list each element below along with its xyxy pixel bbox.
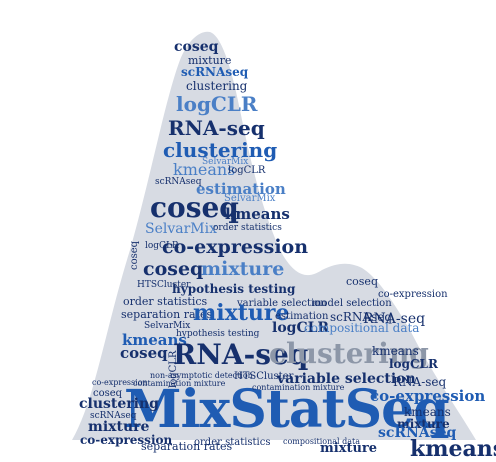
word-kmeans-4: kmeans: [372, 344, 419, 358]
word-selvarmix: SelvarMix: [202, 157, 249, 167]
word-clustering: clustering: [186, 79, 248, 93]
word-coseq-4: coseq: [346, 275, 378, 288]
word-title: MixStatSeq: [124, 379, 450, 440]
word-coseq: coseq: [174, 39, 219, 55]
word-varsel: variable selection: [237, 298, 327, 309]
word-kmeans-3: kmeans: [122, 331, 187, 349]
word-nonasym: non-asymptotic detection: [150, 371, 253, 380]
word-logclr-3: logCLR: [145, 241, 179, 251]
word-selvarmix-4: SelvarMix: [144, 321, 191, 331]
word-clustering-2: clustering: [163, 138, 278, 162]
word-coexpression: co-expression: [162, 236, 309, 258]
word-coexpression-3: co-expression: [92, 378, 148, 387]
word-contamination-2: contamination mixture: [252, 383, 345, 392]
word-coseq-5: coseq: [120, 344, 168, 362]
word-rnaseq-3: RNA-seq: [173, 338, 309, 371]
word-kmeans: kmeans: [173, 160, 236, 179]
word-rnaseq-4: RNA-seq: [393, 375, 447, 389]
word-compositional-2: compositional data: [283, 437, 360, 446]
word-order-stats-3: order statistics: [194, 437, 271, 448]
word-kmeans-6: kmeans: [410, 436, 496, 462]
word-scrnaseq-2: scRNAseq: [155, 177, 202, 187]
word-mixture-2: mixture: [201, 258, 285, 280]
word-coexpression-4: co-expression: [370, 387, 486, 405]
word-compositional: compositional data: [304, 321, 420, 335]
word-logclr: logCLR: [176, 92, 258, 116]
word-logclr-5: logCLR: [389, 357, 438, 371]
word-scrnaseq-4: scRNAseq: [90, 411, 137, 421]
mountain-silhouette: [72, 31, 476, 440]
word-coseq-6: coseq: [93, 388, 123, 399]
word-rnaseq-2: RNA-seq: [363, 311, 426, 327]
word-estimation: estimation: [196, 180, 286, 198]
word-kmeans-2: kmeans: [225, 205, 290, 223]
word-htscluster-2: HTSCluster: [234, 371, 294, 382]
word-mixture: mixture: [188, 54, 232, 67]
word-logclr-2: logCLR: [228, 165, 266, 176]
word-mixture-3: mixture: [193, 300, 290, 326]
word-coexpression-2: co-expression: [378, 289, 448, 300]
word-mixture-6: mixture: [320, 441, 378, 456]
word-estimation-2: estimation: [275, 311, 329, 322]
word-mixture-4: mixture: [88, 419, 150, 435]
word-clustering-4: clustering: [79, 396, 159, 412]
word-coseq-2: coseq: [150, 191, 239, 224]
word-varsel-2: variable selection: [277, 371, 416, 387]
word-coexpression-5: co-expression: [80, 433, 173, 447]
word-hypothesis-2: hypothesis testing: [176, 329, 260, 339]
word-clustering-3: clustering: [269, 337, 429, 370]
word-rnaseq: RNA-seq: [168, 116, 265, 140]
word-selvarmix-3: SelvarMix: [145, 221, 218, 237]
word-order-stats-2: order statistics: [123, 295, 208, 308]
word-scrnaseq-3: scRNAseq: [330, 310, 393, 324]
word-mixture-5: mixture: [397, 417, 450, 431]
word-htscluster: HTSCluster: [137, 280, 191, 290]
word-kmeans-5: kmeans: [404, 405, 451, 419]
word-hypothesis: hypothesis testing: [172, 282, 296, 296]
word-selvarmix-2: SelvarMix: [224, 193, 276, 204]
word-scrnaseq: scRNAseq: [181, 65, 249, 79]
word-modelsel: model selection: [312, 298, 392, 309]
word-vertical-coseq: coseq: [129, 240, 140, 270]
word-separation-2: separation rates: [141, 440, 233, 453]
word-separation: separation rates: [121, 308, 213, 321]
word-coseq-3: coseq: [143, 258, 204, 280]
word-order-stats: order statistics: [213, 223, 282, 233]
word-contamination: contamination mixture: [133, 379, 226, 388]
word-logclr-4: logCLR: [272, 320, 330, 336]
word-scrnaseq-5: scRNAseq: [378, 425, 457, 441]
word-vertical-logclr: logCLR: [168, 350, 179, 388]
